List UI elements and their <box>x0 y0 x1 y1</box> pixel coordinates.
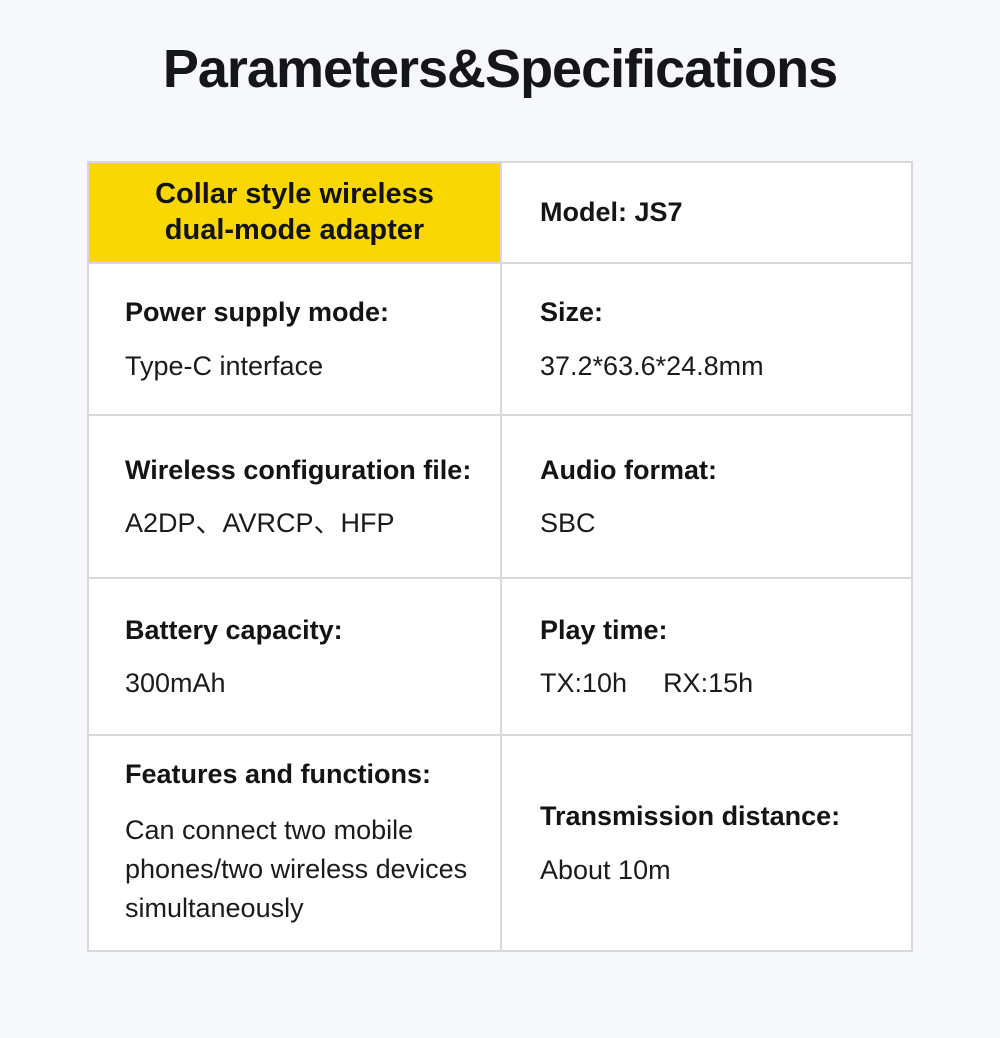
size-cell: Size: 37.2*63.6*24.8mm <box>500 262 911 415</box>
power-supply-value: Type-C interface <box>125 350 324 381</box>
audio-format-cell: Audio format: SBC <box>500 414 911 578</box>
play-time-value: TX:10h RX:15h <box>540 667 911 699</box>
battery-capacity-value: 300mAh <box>125 668 226 699</box>
product-name-cell: Collar style wireless dual-mode adapter <box>89 163 500 263</box>
model-label: Model: JS7 <box>540 197 683 228</box>
specifications-table: Collar style wireless dual-mode adapter … <box>87 161 913 953</box>
features-label: Features and functions: <box>125 758 432 789</box>
size-value: 37.2*63.6*24.8mm <box>540 350 764 381</box>
battery-capacity-label: Battery capacity: <box>125 614 343 645</box>
wireless-profile-cell: Wireless configuration file: A2DP、AVRCP、… <box>89 414 500 577</box>
transmission-distance-cell: Transmission distance: About 10m <box>500 734 911 951</box>
play-time-cell: Play time: TX:10h RX:15h <box>500 577 911 735</box>
product-name-line2: dual-mode adapter <box>164 213 425 246</box>
features-value: Can connect two mobile phones/two wirele… <box>125 815 468 924</box>
audio-format-label: Audio format: <box>540 454 717 485</box>
model-cell: Model: JS7 <box>500 163 911 263</box>
play-time-label: Play time: <box>540 614 668 645</box>
product-name-line1: Collar style wireless <box>155 178 434 211</box>
wireless-profile-value: A2DP、AVRCP、HFP <box>125 508 395 539</box>
power-supply-label: Power supply mode: <box>125 297 390 328</box>
battery-capacity-cell: Battery capacity: 300mAh <box>89 577 500 734</box>
play-time-tx: TX:10h <box>540 668 628 699</box>
transmission-distance-value: About 10m <box>540 854 671 885</box>
page-title: Parameters&Specifications <box>162 39 838 99</box>
audio-format-value: SBC <box>540 508 596 539</box>
features-cell: Features and functions: Can connect two … <box>89 734 500 950</box>
size-label: Size: <box>540 297 604 328</box>
wireless-profile-label: Wireless configuration file: <box>125 454 472 485</box>
transmission-distance-label: Transmission distance: <box>540 801 841 832</box>
play-time-rx: RX:15h <box>663 668 754 699</box>
power-supply-cell: Power supply mode: Type-C interface <box>89 262 500 414</box>
